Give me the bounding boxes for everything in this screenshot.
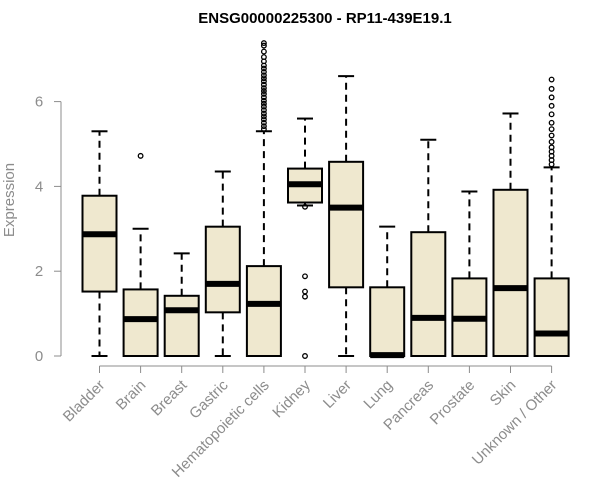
iqr-box — [122, 288, 159, 358]
x-tick-label: Breast — [148, 376, 191, 419]
y-axis-label: Expression — [1, 163, 18, 237]
box-kidney — [287, 117, 323, 359]
iqr-box — [81, 194, 118, 293]
x-tick-label: Lung — [360, 377, 396, 413]
iqr-box — [533, 277, 570, 357]
outlier-point — [260, 97, 267, 104]
outlier-point — [260, 100, 267, 107]
outlier-point — [260, 81, 267, 88]
box-bladder — [81, 130, 118, 357]
outlier-point — [260, 103, 267, 110]
outlier-point — [260, 78, 267, 85]
x-tick-label: Kidney — [269, 376, 314, 421]
outlier-point — [548, 102, 555, 109]
box-pancreas — [410, 138, 447, 357]
iqr-box — [369, 286, 406, 358]
outlier-point — [548, 85, 555, 92]
x-tick-label: Skin — [487, 377, 520, 410]
box-lung — [369, 225, 406, 359]
outlier-point — [260, 48, 267, 55]
outlier-point — [260, 42, 267, 49]
outlier-point — [260, 126, 267, 133]
outlier-point — [548, 119, 555, 126]
outlier-point — [260, 85, 267, 91]
iqr-box — [245, 265, 282, 357]
outlier-point — [260, 110, 267, 117]
outlier-point — [302, 203, 308, 210]
box-unknown-other — [533, 76, 570, 357]
iqr-box — [492, 188, 529, 357]
outlier-point — [260, 88, 267, 94]
outlier-point — [260, 113, 267, 120]
outlier-point — [260, 40, 267, 47]
outlier-point — [260, 119, 267, 126]
iqr-box — [410, 231, 447, 357]
box-brain — [122, 152, 159, 358]
outlier-point — [260, 123, 267, 130]
outlier-point — [260, 65, 267, 72]
y-tick-label: 0 — [35, 348, 43, 365]
box-prostate — [451, 190, 488, 357]
x-tick-label: Brain — [113, 377, 150, 414]
outlier-point — [260, 75, 267, 82]
outlier-point — [137, 152, 144, 159]
outlier-point — [302, 288, 308, 295]
outlier-point — [260, 116, 267, 123]
outlier-point — [302, 353, 308, 359]
iqr-box — [204, 225, 241, 314]
outlier-point — [260, 107, 267, 114]
box-skin — [492, 112, 529, 357]
outlier-point — [302, 293, 308, 300]
x-tick-label: Bladder — [60, 377, 109, 426]
outlier-point — [548, 111, 555, 118]
outlier-point — [260, 68, 267, 75]
y-tick-label: 4 — [35, 178, 43, 195]
x-tick-label: Liver — [320, 377, 355, 412]
box-hematopoietic-cells — [245, 40, 282, 357]
y-tick-label: 2 — [35, 263, 43, 280]
iqr-box — [163, 294, 200, 357]
y-axis: 0 2 4 6 — [35, 94, 62, 365]
outlier-point — [260, 72, 267, 79]
outlier-point — [548, 76, 555, 83]
box-liver — [328, 75, 365, 357]
outlier-point — [260, 54, 267, 61]
outlier-point — [260, 94, 267, 101]
outlier-point — [260, 91, 267, 97]
outlier-point — [302, 273, 308, 280]
outlier-point — [548, 126, 555, 133]
box-gastric — [204, 170, 241, 357]
box-series — [81, 40, 570, 359]
x-tick-label: Prostate — [427, 377, 479, 429]
outlier-point — [548, 138, 555, 145]
y-tick-label: 6 — [35, 94, 43, 111]
iqr-box — [328, 160, 365, 289]
box-breast — [163, 252, 200, 357]
outlier-point — [548, 144, 555, 151]
outlier-point — [548, 132, 555, 139]
chart-title: ENSG00000225300 - RP11-439E19.1 — [198, 10, 452, 27]
outlier-point — [548, 94, 555, 101]
